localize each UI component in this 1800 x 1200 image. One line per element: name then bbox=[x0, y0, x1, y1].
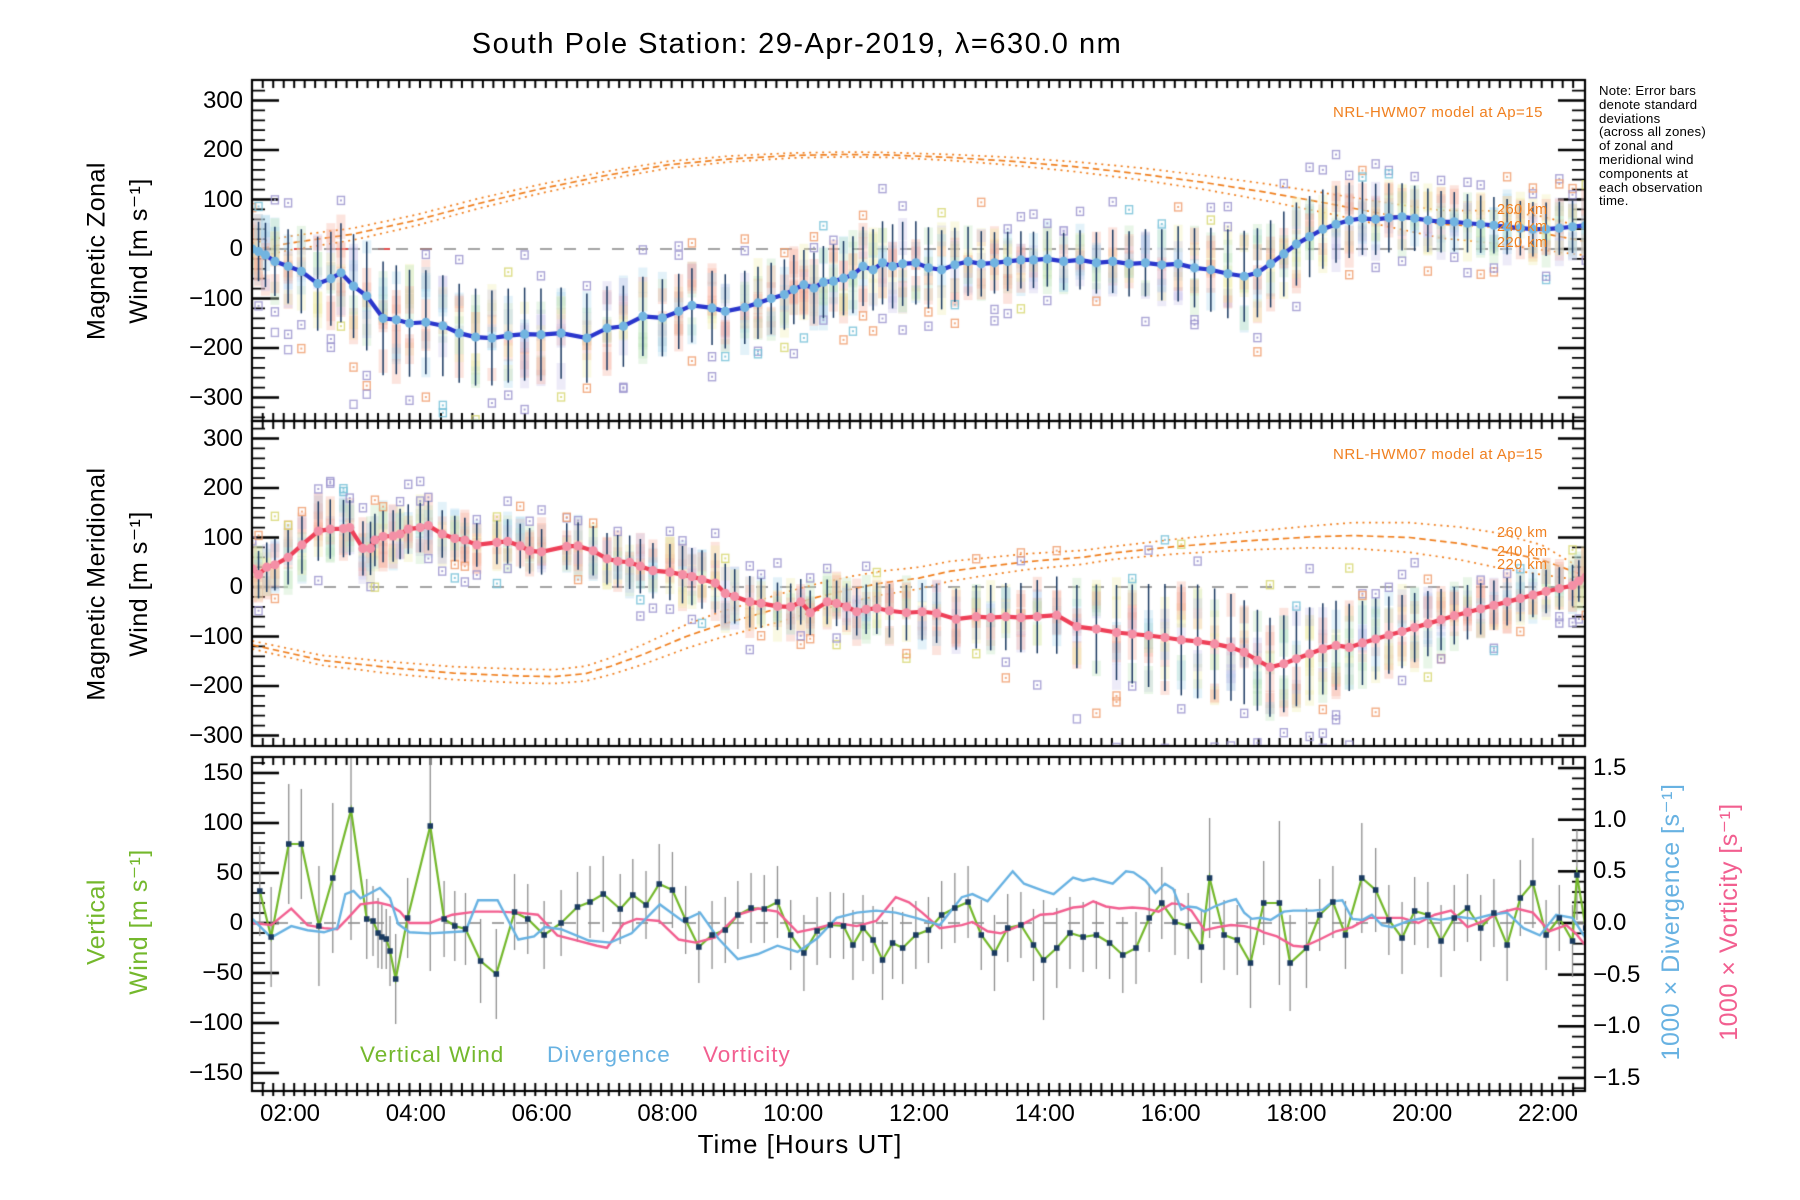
ytick-meridional: 200 bbox=[202, 474, 243, 501]
note-block: Note: Error bars denote standard deviation… bbox=[1599, 84, 1706, 208]
ytick-vertical-right: 1.0 bbox=[1593, 805, 1627, 833]
note-line: components at bbox=[1599, 165, 1689, 181]
ytick-vertical-right: −1.0 bbox=[1593, 1012, 1641, 1040]
meridional-alt-label-220km: 220 km bbox=[1497, 557, 1548, 573]
zonal-alt-label-240km: 240 km bbox=[1497, 219, 1548, 235]
ytick-meridional: 0 bbox=[229, 573, 243, 600]
xtick-label: 22:00 bbox=[1517, 1100, 1579, 1127]
note-line: deviations bbox=[1599, 110, 1661, 126]
zonal-alt-label-220km: 220 km bbox=[1497, 235, 1548, 251]
ytick-meridional: −100 bbox=[188, 622, 243, 650]
x-axis-title: Time [Hours UT] bbox=[697, 1129, 903, 1159]
ytick-vertical-right: −0.5 bbox=[1593, 960, 1641, 988]
note-line: each observation bbox=[1599, 179, 1703, 195]
ytick-vertical-left: −50 bbox=[202, 959, 243, 986]
ytick-meridional: −200 bbox=[188, 672, 243, 699]
note-line: denote standard bbox=[1599, 96, 1698, 112]
meridional-model-annotation: NRL-HWM07 model at Ap=15 bbox=[1332, 446, 1543, 463]
meridional-alt-label-240km: 240 km bbox=[1497, 544, 1548, 560]
divergence-axis-label: 1000 × Divergence [s⁻¹] bbox=[1657, 783, 1685, 1061]
xtick-label: 02:00 bbox=[259, 1100, 321, 1127]
zonal-model-annotation: NRL-HWM07 model at Ap=15 bbox=[1332, 104, 1543, 121]
vorticity-axis-label: 1000 × Vorticity [s⁻¹] bbox=[1715, 803, 1743, 1041]
ytick-zonal: 200 bbox=[202, 136, 243, 163]
note-line: meridional wind bbox=[1599, 151, 1694, 167]
vertical-ylabel-line1: Vertical bbox=[82, 879, 111, 965]
ytick-zonal: 300 bbox=[202, 86, 243, 114]
ytick-zonal: 0 bbox=[229, 235, 243, 262]
xtick-label: 04:00 bbox=[385, 1100, 446, 1127]
xtick-label: 06:00 bbox=[511, 1100, 572, 1127]
xtick-label: 08:00 bbox=[637, 1100, 698, 1127]
ytick-meridional: 100 bbox=[202, 523, 243, 551]
xtick-label: 20:00 bbox=[1392, 1100, 1453, 1127]
ytick-zonal: 100 bbox=[202, 185, 243, 213]
ytick-vertical-left: −150 bbox=[188, 1059, 243, 1086]
legend-vorticity: Vorticity bbox=[703, 1042, 791, 1067]
ytick-meridional: 300 bbox=[202, 424, 243, 452]
ytick-vertical-right: 0.0 bbox=[1593, 909, 1627, 936]
meridional-ylabel-line1: Magnetic Meridional bbox=[82, 467, 111, 701]
ytick-vertical-left: −100 bbox=[188, 1009, 243, 1036]
note-line: time. bbox=[1599, 193, 1629, 209]
ytick-vertical-left: 0 bbox=[229, 909, 243, 936]
ytick-zonal: −200 bbox=[188, 334, 243, 361]
zonal-alt-label-260km: 260 km bbox=[1497, 202, 1548, 218]
note-line: of zonal and bbox=[1599, 138, 1674, 154]
ytick-vertical-right: −1.5 bbox=[1593, 1063, 1641, 1091]
ytick-vertical-left: 150 bbox=[202, 759, 243, 786]
xtick-label: 12:00 bbox=[888, 1100, 950, 1127]
ytick-zonal: −100 bbox=[188, 284, 243, 312]
ytick-vertical-left: 100 bbox=[202, 809, 243, 836]
xtick-label: 14:00 bbox=[1014, 1100, 1075, 1127]
legend-divergence: Divergence bbox=[547, 1042, 671, 1067]
legend-vertical-wind: Vertical Wind bbox=[360, 1042, 505, 1067]
ytick-meridional: −300 bbox=[188, 721, 243, 749]
xtick-label: 16:00 bbox=[1140, 1100, 1201, 1127]
note-line: Note: Error bars bbox=[1599, 83, 1697, 98]
zonal-ylabel-line1: Magnetic Zonal bbox=[82, 162, 111, 340]
ytick-zonal: −300 bbox=[188, 383, 243, 411]
note-line: (across all zones) bbox=[1599, 124, 1706, 140]
ytick-vertical-right: 1.5 bbox=[1593, 754, 1627, 782]
xtick-label: 10:00 bbox=[763, 1100, 824, 1127]
page-title: South Pole Station: 29-Apr-2019, λ=630.0… bbox=[471, 28, 1123, 60]
ytick-vertical-right: 0.5 bbox=[1593, 857, 1627, 885]
xtick-label: 18:00 bbox=[1266, 1100, 1327, 1127]
meridional-alt-label-260km: 260 km bbox=[1497, 525, 1548, 541]
ytick-vertical-left: 50 bbox=[216, 859, 243, 886]
